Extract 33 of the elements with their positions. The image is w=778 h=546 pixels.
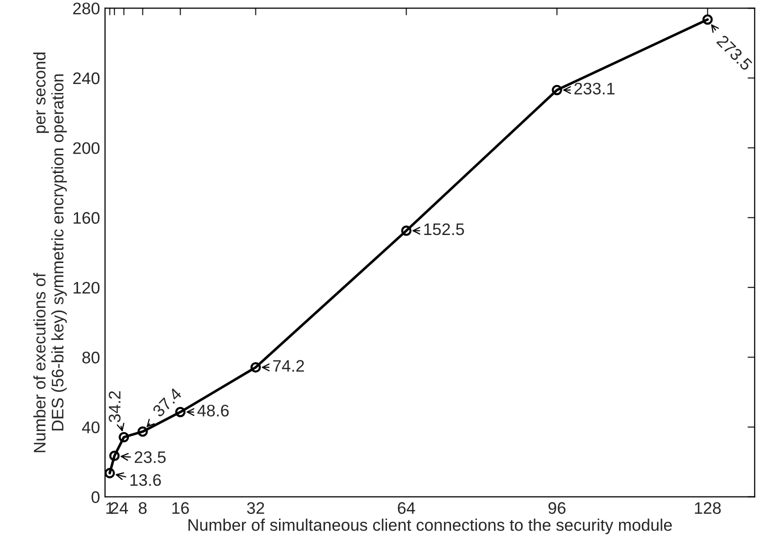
y-tick-label: 200 [73,142,100,154]
data-label: 34.2 [108,391,121,422]
point [137,426,148,437]
point [552,84,562,96]
y-tick-label: 0 [92,491,100,504]
y-tick-label: 160 [74,212,100,224]
y-tick-label: 80 [82,352,100,364]
y-tick-label: 120 [74,282,100,294]
point [105,468,115,478]
x-axis-title: Number of simultaneous client connections to the security module [188,518,672,534]
y-tick-label: 280 [73,2,100,14]
x-tick-label: 64 [398,502,416,514]
data-label: 13.6 [130,474,161,486]
x-tick-label: 4 [120,502,128,514]
x-tick-label: 128 [694,502,721,514]
point [118,432,130,442]
point [109,450,120,462]
point [250,362,261,373]
data-label: 74.2 [273,360,304,372]
x-tick-label: 8 [138,502,147,514]
x-tick-label: 96 [548,502,566,514]
y-axis-title: Number of executions of per second DES (56-bit key) symmetric encryption operation [33,52,67,452]
point [702,14,713,25]
data-label: 233.1 [574,82,615,95]
y-tick-label: 240 [73,72,100,84]
data-label: 37.4 [152,387,182,418]
data-label: 48.6 [197,404,229,417]
data-label: 23.5 [134,451,166,464]
data-label: 152.5 [424,223,464,236]
x-tick-label: 32 [247,502,264,514]
x-tick-label: 16 [172,502,189,514]
y-tick-label: 40 [82,421,100,434]
point [401,226,412,236]
